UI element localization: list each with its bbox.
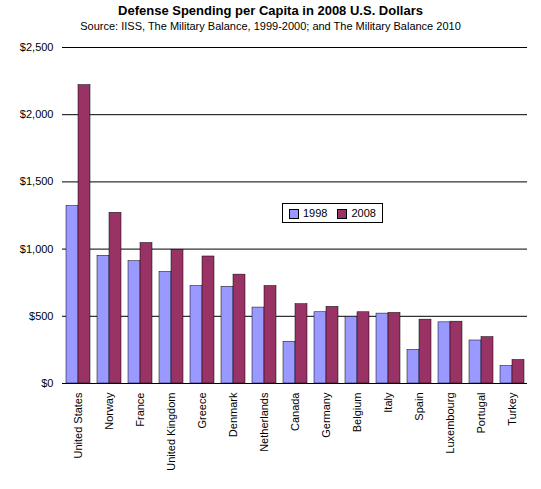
svg-text:United States: United States bbox=[72, 392, 84, 459]
svg-text:$0: $0 bbox=[41, 377, 53, 389]
svg-text:Luxembourg: Luxembourg bbox=[444, 393, 456, 454]
svg-text:Denmark: Denmark bbox=[227, 392, 239, 437]
svg-text:$2,000: $2,000 bbox=[20, 108, 54, 120]
svg-text:Canada: Canada bbox=[289, 392, 301, 431]
svg-text:Belgium: Belgium bbox=[351, 393, 363, 433]
svg-text:Turkey: Turkey bbox=[506, 392, 518, 426]
svg-text:France: France bbox=[134, 393, 146, 427]
svg-text:$500: $500 bbox=[29, 310, 53, 322]
svg-text:Germany: Germany bbox=[320, 392, 332, 438]
html-text:2008: 2008 bbox=[351, 207, 376, 219]
svg-text:$2,500: $2,500 bbox=[20, 41, 54, 53]
svg-text:$1,000: $1,000 bbox=[20, 243, 54, 255]
svg-text:Norway: Norway bbox=[103, 392, 115, 430]
svg-text:Italy: Italy bbox=[382, 392, 394, 413]
svg-text:$1,500: $1,500 bbox=[20, 175, 54, 187]
svg-text:Spain: Spain bbox=[413, 393, 425, 421]
html-text:Source: IISS, The Military Bal: Source: IISS, The Military Balance, 1999… bbox=[80, 20, 461, 32]
svg-text:United Kingdom: United Kingdom bbox=[165, 393, 177, 471]
html-text:Defense Spending per Capita in: Defense Spending per Capita in 2008 U.S.… bbox=[118, 3, 423, 18]
svg-text:Portugal: Portugal bbox=[475, 393, 487, 434]
svg-text:Netherlands: Netherlands bbox=[258, 392, 270, 452]
html-text:1998: 1998 bbox=[303, 207, 328, 219]
svg-text:Greece: Greece bbox=[196, 393, 208, 429]
